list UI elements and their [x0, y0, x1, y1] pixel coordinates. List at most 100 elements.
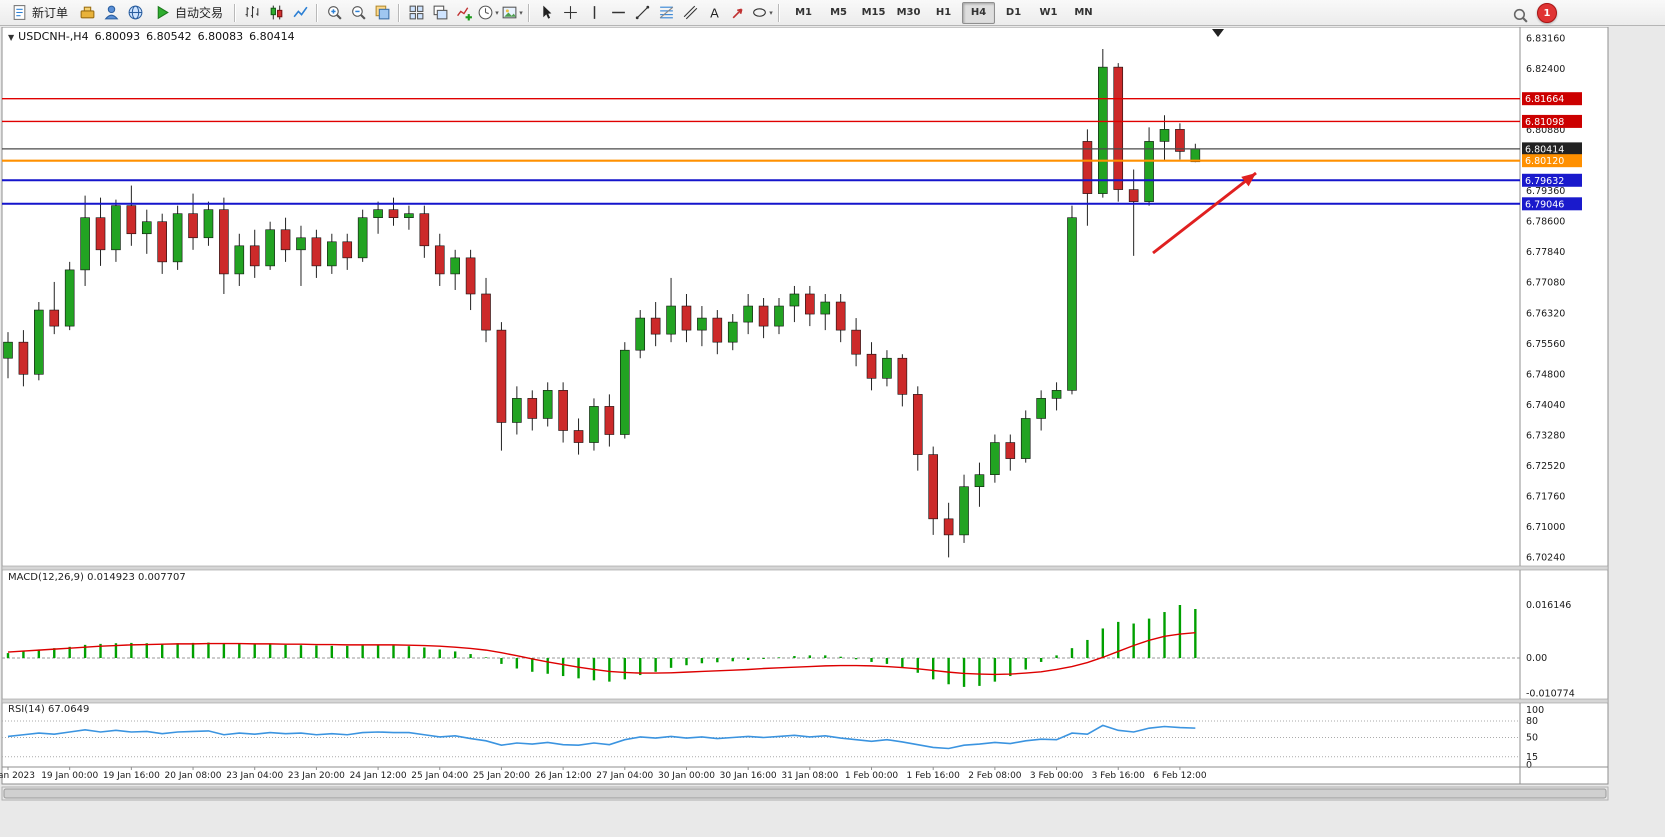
macd-panel: 0.016146 0.00 -0.010774: [2, 600, 1575, 699]
svg-text:3 Feb 00:00: 3 Feb 00:00: [1030, 771, 1084, 781]
add-indicator-button[interactable]: [452, 1, 476, 25]
stack-icon: [374, 4, 391, 21]
arrowicon-icon: [730, 4, 747, 21]
text-label-button[interactable]: A: [702, 1, 726, 25]
svg-text:25 Jan 04:00: 25 Jan 04:00: [411, 771, 468, 781]
timeframe-button-m30[interactable]: M30: [896, 7, 921, 18]
arrow-object-button[interactable]: [726, 1, 750, 25]
doc-icon: [11, 4, 28, 21]
macd-indicator-label: MACD(12,26,9) 0.014923 0.007707: [8, 572, 186, 583]
trend-arrow-annotation[interactable]: [1152, 171, 1257, 255]
svg-text:6.79632: 6.79632: [1525, 176, 1564, 187]
navigator-icon[interactable]: [123, 1, 147, 25]
svg-text:6.72520: 6.72520: [1526, 461, 1565, 472]
svg-text:-0.010774: -0.010774: [1526, 688, 1575, 699]
close-value: 6.80414: [249, 30, 295, 43]
timeframe-button-w1[interactable]: W1: [1039, 7, 1058, 18]
timeframe-button-m5[interactable]: M5: [830, 7, 847, 18]
goldbox-icon: [79, 4, 96, 21]
crosshair-button[interactable]: [558, 1, 582, 25]
fib-icon: [658, 4, 675, 21]
svg-text:24 Jan 12:00: 24 Jan 12:00: [350, 771, 407, 781]
svg-text:6.78600: 6.78600: [1526, 217, 1565, 228]
svg-text:3 Feb 16:00: 3 Feb 16:00: [1092, 771, 1146, 781]
chart-list-button[interactable]: [370, 1, 394, 25]
svg-text:23 Jan 04:00: 23 Jan 04:00: [226, 771, 283, 781]
candlestick-chart-button[interactable]: [264, 1, 288, 25]
cursor-button[interactable]: [534, 1, 558, 25]
template-button[interactable]: ▾: [500, 1, 524, 25]
vline-icon: [586, 4, 603, 21]
shapes-button[interactable]: ▾: [750, 1, 774, 25]
candles-icon: [268, 4, 285, 21]
notification-badge[interactable]: 1: [1537, 3, 1557, 23]
svg-text:6 Feb 12:00: 6 Feb 12:00: [1153, 771, 1207, 781]
cursor-icon: [538, 4, 555, 21]
zoom-out-button[interactable]: [346, 1, 370, 25]
timeframe-button-h4[interactable]: H4: [962, 1, 996, 24]
svg-text:6.76320: 6.76320: [1526, 308, 1565, 319]
svg-text:2 Feb 08:00: 2 Feb 08:00: [968, 771, 1022, 781]
chevron-down-icon[interactable]: ▼: [8, 33, 15, 42]
chart-shift-marker[interactable]: [1212, 29, 1224, 37]
svg-text:6.79360: 6.79360: [1526, 186, 1565, 197]
svg-text:20 Jan 08:00: 20 Jan 08:00: [165, 771, 222, 781]
svg-text:6.77840: 6.77840: [1526, 247, 1565, 258]
bars-icon: [244, 4, 261, 21]
svg-text:1 Feb 00:00: 1 Feb 00:00: [845, 771, 899, 781]
cascade-icon: [432, 4, 449, 21]
high-value: 6.80542: [146, 30, 192, 43]
toolbar-separator: [528, 3, 531, 22]
trendline-button[interactable]: [630, 1, 654, 25]
new-order-button[interactable]: 新订单: [4, 1, 75, 25]
chart-window: [1, 27, 1609, 785]
svg-text:0: 0: [1526, 760, 1532, 771]
line-chart-button[interactable]: [288, 1, 312, 25]
svg-text:30 Jan 16:00: 30 Jan 16:00: [720, 771, 777, 781]
timeframe-button-m1[interactable]: M1: [795, 7, 812, 18]
open-value: 6.80093: [94, 30, 141, 43]
tile-icon: [408, 4, 425, 21]
chart-canvas[interactable]: 6.831606.824006.816406.808806.801206.793…: [0, 27, 1665, 837]
svg-text:6.74800: 6.74800: [1526, 369, 1565, 380]
rsi-indicator-label: RSI(14) 67.0649: [8, 704, 90, 715]
svg-text:50: 50: [1526, 733, 1538, 744]
timeframe-button-mn[interactable]: MN: [1074, 7, 1093, 18]
svg-text:6.82400: 6.82400: [1526, 64, 1565, 75]
data-window-icon[interactable]: [99, 1, 123, 25]
horizontal-line-button[interactable]: [606, 1, 630, 25]
tile-windows-button[interactable]: [404, 1, 428, 25]
channel-icon: [682, 4, 699, 21]
new-order-button-label: 新订单: [32, 6, 69, 20]
svg-text:6.74040: 6.74040: [1526, 400, 1565, 411]
svg-text:27 Jan 04:00: 27 Jan 04:00: [596, 771, 653, 781]
panel-divider[interactable]: [1, 565, 1609, 704]
fibonacci-button[interactable]: [654, 1, 678, 25]
equidistant-channel-button[interactable]: [678, 1, 702, 25]
cascade-windows-button[interactable]: [428, 1, 452, 25]
zoomin-icon: [326, 4, 343, 21]
symbol-period-label: USDCNH-,H4: [18, 30, 89, 43]
cross-icon: [562, 4, 579, 21]
bar-chart-button[interactable]: [240, 1, 264, 25]
svg-text:6.80414: 6.80414: [1525, 144, 1564, 155]
period-button[interactable]: ▾: [476, 1, 500, 25]
search-icon[interactable]: [1508, 3, 1532, 27]
person-icon: [103, 4, 120, 21]
svg-text:6.71000: 6.71000: [1526, 522, 1565, 533]
hline-icon: [610, 4, 627, 21]
svg-text:6.81664: 6.81664: [1525, 94, 1564, 105]
timeframe-button-d1[interactable]: D1: [1005, 7, 1022, 18]
zoomout-icon: [350, 4, 367, 21]
horizontal-scrollbar[interactable]: [1, 786, 1609, 801]
timeframe-button-m15[interactable]: M15: [861, 7, 886, 18]
autotrading-button[interactable]: 自动交易: [147, 1, 230, 25]
zoom-in-button[interactable]: [322, 1, 346, 25]
svg-text:18 Jan 2023: 18 Jan 2023: [0, 771, 35, 781]
scrollbar-thumb[interactable]: [3, 788, 1607, 799]
vertical-line-button[interactable]: [582, 1, 606, 25]
market-watch-icon[interactable]: [75, 1, 99, 25]
timeframe-button-h1[interactable]: H1: [935, 7, 952, 18]
